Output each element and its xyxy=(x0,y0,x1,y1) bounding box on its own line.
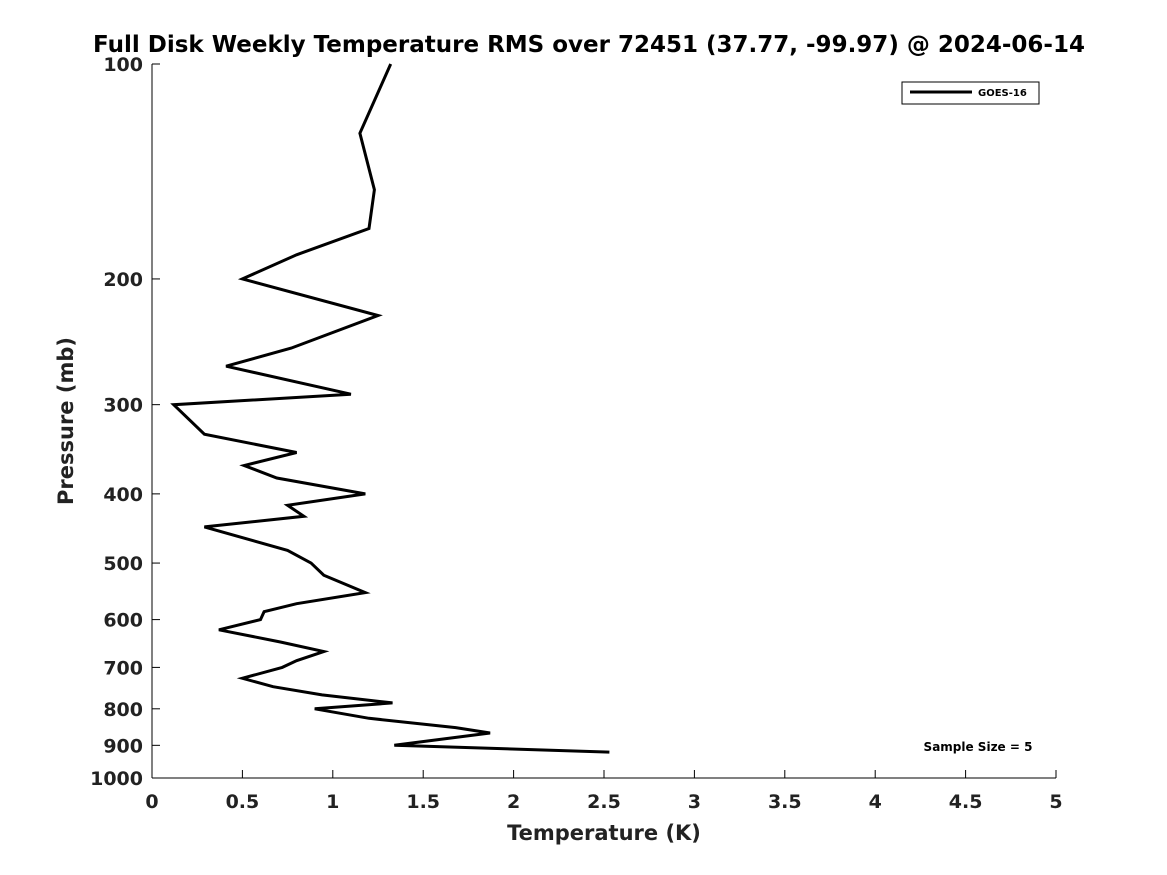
x-tick-label: 4 xyxy=(869,791,882,813)
x-tick-label: 1 xyxy=(326,791,339,813)
sample-size-annotation: Sample Size = 5 xyxy=(924,740,1033,754)
y-tick-label: 300 xyxy=(103,395,143,417)
x-tick-label: 3 xyxy=(688,791,701,813)
x-tick-label: 1.5 xyxy=(406,791,440,813)
x-tick-label: 5 xyxy=(1049,791,1062,813)
chart-title: Full Disk Weekly Temperature RMS over 72… xyxy=(93,32,1085,58)
y-tick-label: 200 xyxy=(103,269,143,291)
series-layer xyxy=(170,63,610,754)
y-axis-label: Pressure (mb) xyxy=(54,337,78,505)
x-tick-label: 2.5 xyxy=(587,791,621,813)
x-tick-label: 4.5 xyxy=(949,791,983,813)
series-line-goes-16 xyxy=(170,63,610,754)
legend-label-goes-16: GOES-16 xyxy=(978,88,1027,99)
y-tick-label: 700 xyxy=(103,657,143,679)
y-axis-ticks: 100 200 300 400 500 600 700 800 900 1000 xyxy=(90,54,160,790)
x-axis-label: Temperature (K) xyxy=(507,821,701,845)
x-tick-label: 2 xyxy=(507,791,520,813)
y-tick-label: 900 xyxy=(103,735,143,757)
y-tick-label: 400 xyxy=(103,484,143,506)
legend: GOES-16 xyxy=(901,81,1040,105)
y-tick-label: 100 xyxy=(103,54,143,76)
plot-area: 0 0.5 1 1.5 2 2.5 3 3.5 4 4.5 5 100 200 300 400 500 600… xyxy=(90,54,1063,813)
y-tick-label: 800 xyxy=(103,699,143,721)
x-tick-label: 0.5 xyxy=(226,791,260,813)
y-tick-label: 500 xyxy=(103,553,143,575)
y-tick-label: 1000 xyxy=(90,768,143,790)
x-axis-ticks: 0 0.5 1 1.5 2 2.5 3 3.5 4 4.5 5 xyxy=(145,770,1063,813)
x-tick-label: 3.5 xyxy=(768,791,802,813)
y-tick-label: 600 xyxy=(103,610,143,632)
x-tick-label: 0 xyxy=(145,791,158,813)
